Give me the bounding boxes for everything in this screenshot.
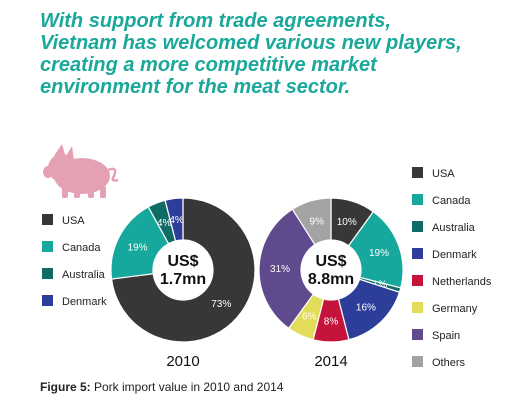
legend-swatch-2014-others [412, 356, 423, 367]
legend-label-2010-canada: Canada [62, 242, 101, 254]
legend-swatch-2014-germany [412, 302, 423, 313]
legend-swatch-2014-canada [412, 194, 423, 205]
legend-label-2010-denmark: Denmark [62, 296, 107, 308]
donut-hole [301, 240, 361, 300]
legend-swatch-2010-usa [42, 214, 53, 225]
headline-line: environment for the meat sector. [40, 76, 351, 98]
legend-label-2010-usa: USA [62, 215, 85, 227]
slice-label-2010-australia: 4% [157, 218, 172, 229]
donut-2010: 73% 19% 4%4% US$1.7mn 2010 [110, 197, 256, 370]
legend-swatch-2010-canada [42, 241, 53, 252]
legend-swatch-2010-denmark [42, 295, 53, 306]
year-label-2014: 2014 [314, 353, 347, 370]
headline-line: Vietnam has welcomed various new players… [40, 32, 462, 54]
figure-caption-text: Pork import value in 2010 and 2014 [90, 380, 284, 394]
headline-line: With support from trade agreements, [40, 10, 391, 32]
headline: With support from trade agreements, Viet… [40, 10, 510, 98]
slice-label-2014-australia: 1% [373, 280, 388, 291]
legend-label-2014-canada: Canada [432, 195, 471, 207]
legend-swatch-2014-australia [412, 221, 423, 232]
slice-label-2010-denmark: 4% [169, 215, 184, 226]
legend-label-2014-usa: USA [432, 168, 455, 180]
slice-label-2010-canada: 19% [128, 242, 148, 253]
slice-label-2014-others: 9% [310, 217, 325, 228]
legend-label-2014-australia: Australia [432, 222, 476, 234]
slice-label-2014-germany: 6% [302, 312, 317, 323]
legend-label-2014-spain: Spain [432, 330, 460, 342]
legend-2014: USA Canada Australia Denmark Netherlands Germ… [412, 167, 492, 369]
figure-caption-label: Figure 5: [40, 380, 91, 394]
legend-2010: USA Canada Australia Denmark [42, 214, 107, 308]
center-label-2014: US$ [315, 253, 346, 270]
slice-label-2010-usa: 73% [211, 299, 231, 310]
headline-line: creating a more competitive market [40, 54, 377, 76]
legend-swatch-2014-spain [412, 329, 423, 340]
legend-swatch-2014-denmark [412, 248, 423, 259]
legend-label-2014-netherlands: Netherlands [432, 276, 492, 288]
legend-label-2010-australia: Australia [62, 269, 106, 281]
legend-label-2014-germany: Germany [432, 303, 478, 315]
slice-2010-usa [110, 197, 256, 343]
slice-label-2014-denmark: 16% [356, 303, 376, 314]
legend-label-2014-others: Others [432, 357, 466, 369]
slice-label-2014-usa: 10% [337, 217, 357, 228]
center-label-2010: 1.7mn [160, 271, 206, 288]
legend-swatch-2014-usa [412, 167, 423, 178]
year-label-2010: 2010 [166, 353, 199, 370]
donut-2014: 10% 19% 1% 16% 8% 6% 31% 9% US$8.8mn 2014 [258, 197, 404, 370]
donut-hole [153, 240, 213, 300]
pig-icon [43, 144, 119, 198]
center-label-2014: 8.8mn [308, 271, 354, 288]
slice-label-2014-netherlands: 8% [324, 317, 339, 328]
legend-swatch-2014-netherlands [412, 275, 423, 286]
center-label-2010: US$ [167, 253, 198, 270]
figure-caption: Figure 5: Pork import value in 2010 and … [40, 380, 283, 394]
legend-label-2014-denmark: Denmark [432, 249, 477, 261]
slice-label-2014-canada: 19% [369, 248, 389, 259]
slice-label-2014-spain: 31% [270, 264, 290, 275]
legend-swatch-2010-australia [42, 268, 53, 279]
